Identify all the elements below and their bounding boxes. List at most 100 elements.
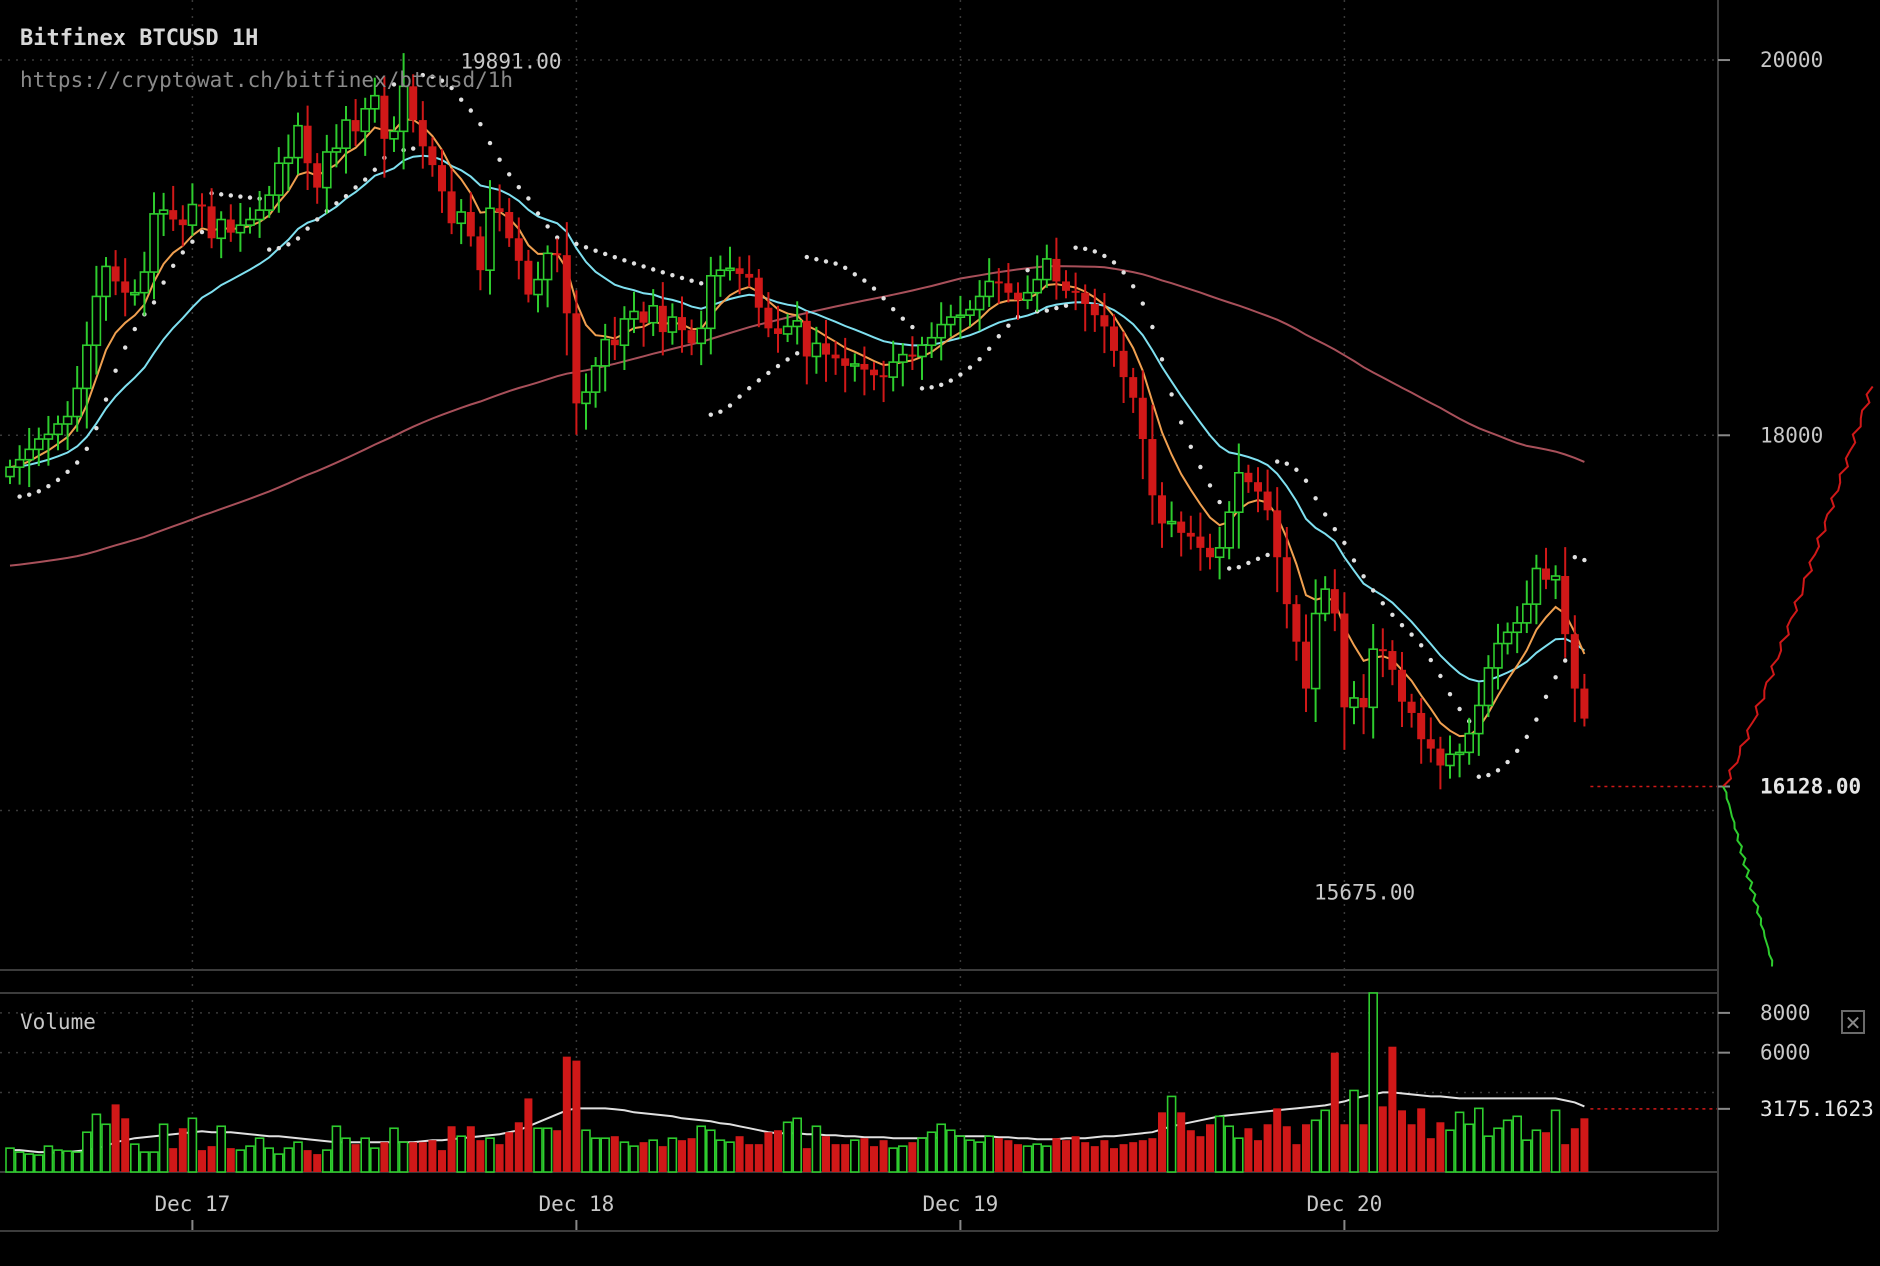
volume-bar bbox=[198, 1150, 206, 1172]
candle-body bbox=[1032, 278, 1042, 294]
candle-body bbox=[897, 353, 908, 363]
sar-dot bbox=[1063, 303, 1069, 308]
candle-body bbox=[1483, 667, 1494, 707]
volume-bar bbox=[1081, 1142, 1090, 1172]
volume-bar bbox=[678, 1140, 686, 1172]
volume-bar bbox=[72, 1151, 82, 1173]
candle-body bbox=[1119, 350, 1128, 378]
sar-dot bbox=[1246, 560, 1251, 566]
candle-body bbox=[811, 342, 822, 358]
volume-bar bbox=[917, 1137, 927, 1173]
candle-body bbox=[169, 210, 178, 220]
candle-body bbox=[1464, 732, 1474, 754]
sar-dot bbox=[228, 193, 233, 198]
candle-body bbox=[187, 203, 198, 226]
volume-bar bbox=[149, 1151, 159, 1173]
volume-bar bbox=[418, 1142, 427, 1172]
sar-dot bbox=[1495, 768, 1501, 773]
volume-bar bbox=[542, 1127, 553, 1173]
candle-body bbox=[1234, 472, 1244, 514]
sar-dot bbox=[46, 483, 51, 489]
volume-bar bbox=[187, 1117, 198, 1173]
volume-bar bbox=[369, 1147, 380, 1173]
volume-bar bbox=[1110, 1148, 1118, 1172]
volume-series[interactable] bbox=[5, 992, 1589, 1173]
candle-body bbox=[1493, 642, 1503, 669]
sar-dot bbox=[161, 280, 166, 285]
volume-bar bbox=[1244, 1128, 1253, 1172]
bid-depth-curve bbox=[1722, 785, 1774, 967]
sar-dot bbox=[967, 365, 973, 370]
candle-body bbox=[43, 433, 54, 440]
volume-bar bbox=[1071, 1136, 1080, 1172]
volume-bar bbox=[1340, 1124, 1349, 1172]
candle-body bbox=[648, 305, 659, 324]
candle-body bbox=[533, 278, 543, 296]
candle-body bbox=[1570, 634, 1579, 689]
candle-body bbox=[485, 207, 495, 271]
sar-dot bbox=[487, 140, 493, 146]
volume-tick-label: 8000 bbox=[1760, 1001, 1811, 1025]
sar-dot bbox=[238, 194, 243, 199]
candle-body bbox=[158, 209, 169, 215]
close-volume-panel-button[interactable]: ✕ bbox=[1841, 1010, 1865, 1034]
volume-bar bbox=[1368, 992, 1378, 1173]
volume-bar bbox=[648, 1139, 659, 1173]
sar-dot bbox=[1399, 623, 1405, 628]
sar-dot bbox=[814, 257, 819, 262]
sar-dot bbox=[775, 363, 781, 369]
sar-dot bbox=[948, 378, 953, 383]
sar-dot bbox=[1553, 675, 1558, 680]
volume-bar bbox=[1522, 1139, 1532, 1173]
sar-dot bbox=[1121, 270, 1126, 275]
volume-bar bbox=[639, 1142, 648, 1172]
candle-body bbox=[841, 358, 850, 366]
sar-dot bbox=[727, 403, 733, 408]
sar-dot bbox=[996, 334, 1001, 339]
candle-body bbox=[994, 281, 1003, 284]
candlestick-series[interactable] bbox=[5, 53, 1589, 790]
x-tick-label: Dec 18 bbox=[538, 1192, 614, 1216]
candle-body bbox=[130, 291, 140, 296]
candle-body bbox=[331, 147, 342, 153]
volume-bar bbox=[341, 1137, 351, 1173]
volume-bar bbox=[53, 1149, 63, 1173]
volume-bar bbox=[1570, 1128, 1579, 1172]
sar-dot bbox=[1006, 323, 1011, 328]
candle-body bbox=[629, 310, 639, 320]
volume-bar bbox=[524, 1098, 533, 1172]
candle-body bbox=[735, 268, 744, 274]
sar-dot bbox=[1207, 483, 1213, 488]
candle-body bbox=[1426, 739, 1435, 749]
chart-axes bbox=[0, 0, 1730, 1232]
chart-url[interactable]: https://cryptowat.ch/bitfinex/btcusd/1h bbox=[20, 68, 514, 92]
candle-body bbox=[792, 320, 803, 328]
volume-bar bbox=[1550, 1109, 1561, 1173]
sar-dot bbox=[343, 194, 349, 199]
sar-dot bbox=[1255, 556, 1261, 562]
volume-bar bbox=[745, 1144, 754, 1172]
volume-bar bbox=[158, 1123, 169, 1173]
candle-body bbox=[91, 295, 102, 347]
sar-dot bbox=[1371, 588, 1376, 593]
candle-body bbox=[782, 325, 793, 335]
candle-body bbox=[1454, 751, 1465, 756]
volume-bar bbox=[888, 1147, 899, 1173]
candle-body bbox=[619, 318, 630, 347]
sar-dot bbox=[1169, 392, 1174, 397]
sar-dot bbox=[1054, 305, 1059, 311]
volume-bar bbox=[610, 1136, 619, 1172]
volume-bar bbox=[984, 1135, 995, 1173]
candle-body bbox=[917, 344, 927, 358]
candle-body bbox=[121, 281, 130, 293]
candle-body bbox=[965, 308, 975, 317]
sar-dot bbox=[708, 412, 713, 417]
sar-dot bbox=[1505, 759, 1510, 765]
volume-bar bbox=[293, 1141, 303, 1173]
indicator-lines bbox=[9, 72, 1587, 1155]
volume-bar bbox=[1445, 1129, 1455, 1173]
volume-bar bbox=[62, 1150, 73, 1173]
candle-body bbox=[495, 208, 504, 213]
candle-body bbox=[705, 275, 716, 330]
